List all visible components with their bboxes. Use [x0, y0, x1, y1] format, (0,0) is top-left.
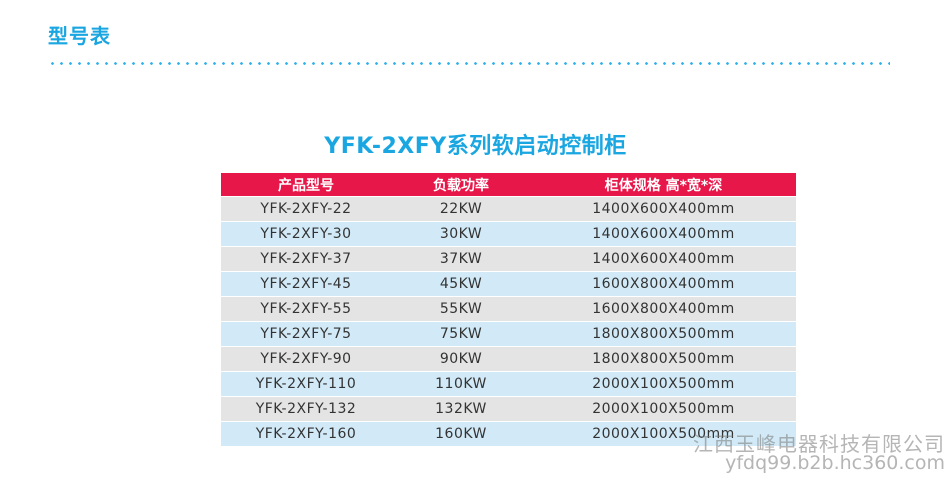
table-row: YFK-2XFY-22 22KW 1400X600X400mm — [221, 197, 796, 221]
cell-power: 37KW — [391, 247, 531, 271]
cell-model: YFK-2XFY-110 — [221, 372, 391, 396]
table-row: YFK-2XFY-55 55KW 1600X800X400mm — [221, 297, 796, 321]
cell-size: 1400X600X400mm — [531, 247, 796, 271]
model-table: 产品型号 负载功率 柜体规格 高*宽*深 YFK-2XFY-22 22KW 14… — [221, 172, 796, 447]
cell-power: 22KW — [391, 197, 531, 221]
cell-size: 1600X800X400mm — [531, 297, 796, 321]
cell-model: YFK-2XFY-30 — [221, 222, 391, 246]
watermark-url: yfdq99.b2b.hc360.com — [725, 452, 945, 474]
watermark-company: 江西玉峰电器科技有限公司 — [693, 432, 945, 456]
cell-power: 75KW — [391, 322, 531, 346]
cell-model: YFK-2XFY-75 — [221, 322, 391, 346]
cell-size: 1800X800X500mm — [531, 347, 796, 371]
header-cabinet-size: 柜体规格 高*宽*深 — [531, 173, 796, 196]
cell-power: 90KW — [391, 347, 531, 371]
cell-power: 45KW — [391, 272, 531, 296]
header-model: 产品型号 — [221, 173, 391, 196]
table-row: YFK-2XFY-90 90KW 1800X800X500mm — [221, 347, 796, 371]
cell-power: 132KW — [391, 397, 531, 421]
cell-model: YFK-2XFY-132 — [221, 397, 391, 421]
table-row: YFK-2XFY-110 110KW 2000X100X500mm — [221, 372, 796, 396]
cell-size: 1400X600X400mm — [531, 197, 796, 221]
cell-size: 2000X100X500mm — [531, 422, 796, 446]
cell-model: YFK-2XFY-160 — [221, 422, 391, 446]
table-row: YFK-2XFY-37 37KW 1400X600X400mm — [221, 247, 796, 271]
cell-size: 1600X800X400mm — [531, 272, 796, 296]
cell-power: 110KW — [391, 372, 531, 396]
table-row: YFK-2XFY-132 132KW 2000X100X500mm — [221, 397, 796, 421]
cell-model: YFK-2XFY-90 — [221, 347, 391, 371]
header-power: 负载功率 — [391, 173, 531, 196]
cell-model: YFK-2XFY-45 — [221, 272, 391, 296]
cell-size: 1400X600X400mm — [531, 222, 796, 246]
section-title: 型号表 — [48, 24, 111, 48]
cell-model: YFK-2XFY-55 — [221, 297, 391, 321]
dotted-divider — [48, 62, 890, 65]
cell-power: 55KW — [391, 297, 531, 321]
table-row: YFK-2XFY-45 45KW 1600X800X400mm — [221, 272, 796, 296]
cell-power: 160KW — [391, 422, 531, 446]
cell-power: 30KW — [391, 222, 531, 246]
cell-size: 2000X100X500mm — [531, 372, 796, 396]
cell-size: 1800X800X500mm — [531, 322, 796, 346]
table-title: YFK-2XFY系列软启动控制柜 — [324, 134, 627, 159]
cell-model: YFK-2XFY-37 — [221, 247, 391, 271]
table-row: YFK-2XFY-75 75KW 1800X800X500mm — [221, 322, 796, 346]
table-row: YFK-2XFY-30 30KW 1400X600X400mm — [221, 222, 796, 246]
cell-model: YFK-2XFY-22 — [221, 197, 391, 221]
table-header-row: 产品型号 负载功率 柜体规格 高*宽*深 — [221, 173, 796, 196]
cell-size: 2000X100X500mm — [531, 397, 796, 421]
table-row: YFK-2XFY-160 160KW 2000X100X500mm — [221, 422, 796, 446]
